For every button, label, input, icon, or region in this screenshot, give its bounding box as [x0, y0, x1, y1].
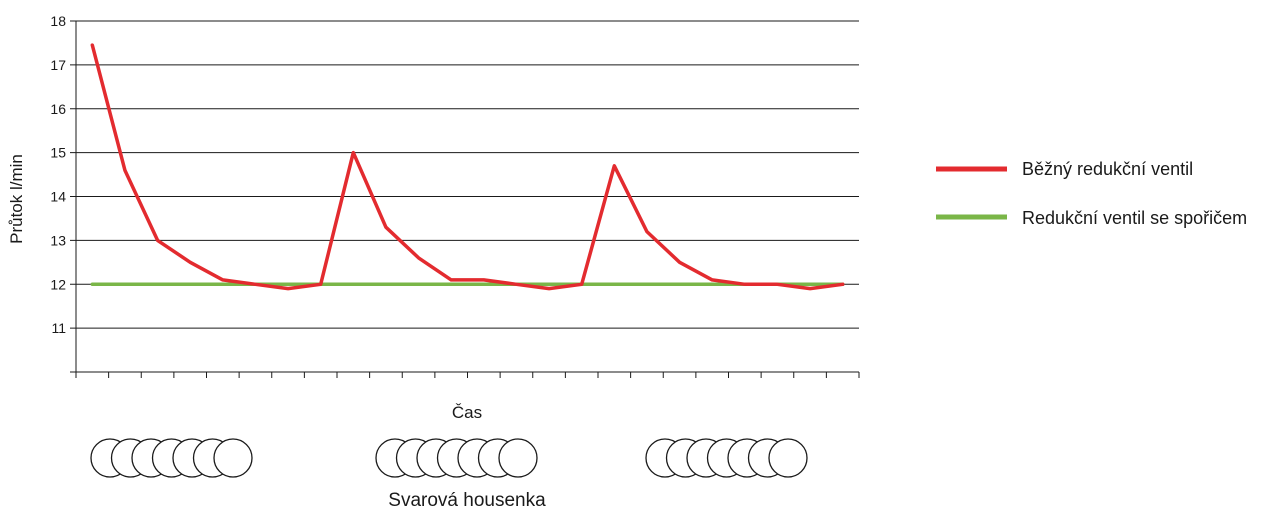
legend-item-0: Běžný redukční ventil [936, 159, 1193, 179]
axes [70, 21, 859, 378]
y-tick-label: 17 [50, 57, 66, 73]
weld-bead-group [646, 439, 807, 477]
y-tick-label: 14 [50, 189, 66, 205]
weld-bead-group [376, 439, 537, 477]
series-lines [92, 45, 843, 289]
weld-bead-caption: Svarová housenka [388, 490, 546, 511]
grid-lines [76, 21, 859, 328]
y-axis-title: Průtok l/min [7, 154, 26, 244]
weld-bead-circle [214, 439, 252, 477]
y-tick-label: 13 [50, 232, 66, 248]
y-tick-label: 11 [51, 320, 66, 336]
legend-label: Běžný redukční ventil [1022, 159, 1193, 179]
y-tick-label: 12 [50, 276, 66, 292]
legend: Běžný redukční ventil Redukční ventil se… [936, 159, 1247, 228]
series-line-0 [92, 45, 842, 289]
x-axis-title: Čas [452, 403, 482, 422]
weld-bead-illustration [91, 439, 807, 477]
y-tick-label: 16 [50, 101, 66, 117]
y-tick-labels: 11 12 13 14 15 16 17 18 [50, 13, 66, 336]
weld-bead-group [91, 439, 252, 477]
weld-bead-circle [499, 439, 537, 477]
legend-label: Redukční ventil se spořičem [1022, 208, 1247, 228]
y-tick-label: 15 [50, 145, 66, 161]
legend-item-1: Redukční ventil se spořičem [936, 208, 1247, 228]
y-tick-label: 18 [50, 13, 66, 29]
weld-bead-circle [769, 439, 807, 477]
